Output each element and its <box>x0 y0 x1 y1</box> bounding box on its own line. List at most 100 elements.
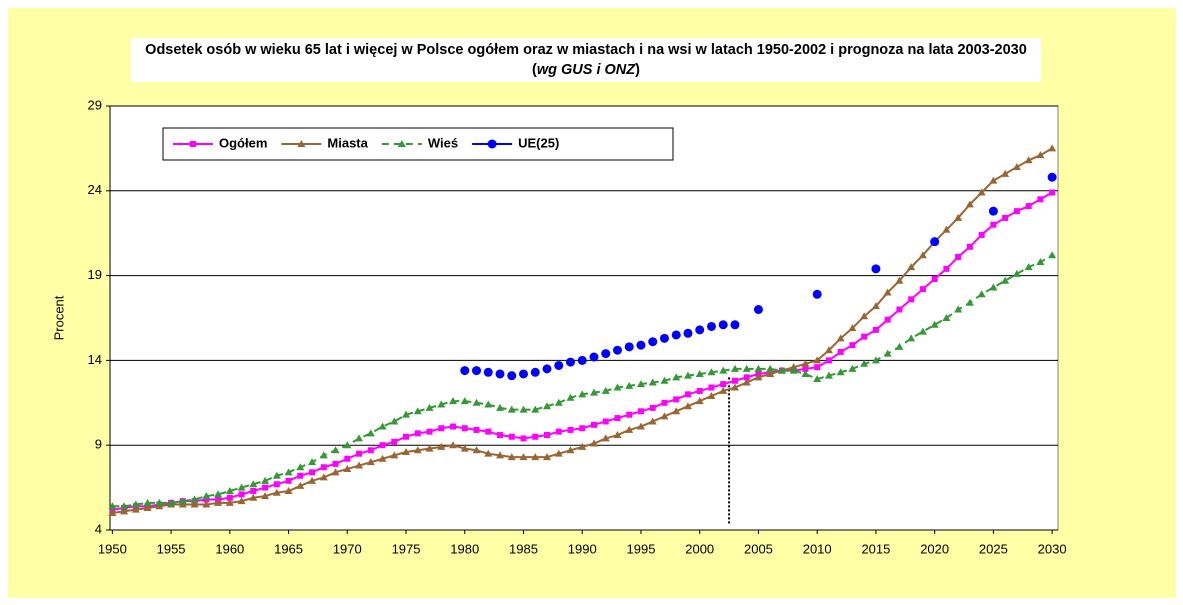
data-point <box>908 296 915 303</box>
data-point <box>648 417 657 425</box>
title-end: ) <box>635 62 640 78</box>
data-point <box>895 276 904 284</box>
legend-label: Wieś <box>428 135 458 150</box>
data-point <box>108 502 117 510</box>
data-point <box>754 364 763 372</box>
data-point <box>284 486 293 494</box>
data-point <box>977 290 986 298</box>
data-point <box>402 410 411 418</box>
data-point <box>731 377 738 384</box>
data-point <box>565 357 575 367</box>
x-tick-label: 2015 <box>861 541 890 556</box>
data-point <box>636 380 645 388</box>
x-tick-label: 1975 <box>392 541 421 556</box>
data-point <box>507 453 516 461</box>
data-point <box>1001 276 1010 284</box>
data-point <box>425 403 434 411</box>
data-point <box>626 411 633 418</box>
data-point <box>813 375 822 383</box>
data-point <box>308 476 317 484</box>
data-point <box>624 342 634 352</box>
data-point <box>708 384 715 391</box>
x-tick-label: 1970 <box>333 541 362 556</box>
data-point <box>954 213 963 221</box>
data-point <box>507 405 516 413</box>
data-point <box>990 221 997 228</box>
data-point <box>390 451 399 459</box>
data-point <box>262 484 269 491</box>
data-point <box>520 435 527 442</box>
data-point <box>577 355 587 365</box>
data-point <box>601 434 610 442</box>
data-point <box>637 408 644 415</box>
data-point <box>636 422 645 430</box>
data-point <box>426 428 433 435</box>
data-point <box>1024 263 1033 271</box>
data-point <box>671 330 681 340</box>
data-point <box>824 346 833 354</box>
data-point <box>473 426 480 433</box>
data-point <box>225 486 234 494</box>
data-point <box>449 397 458 405</box>
legend-label: Ogółem <box>219 135 267 150</box>
data-point <box>226 494 233 501</box>
data-point <box>706 321 716 331</box>
data-point <box>343 441 352 449</box>
data-point <box>566 393 575 401</box>
data-point <box>542 402 551 410</box>
data-point <box>884 316 891 323</box>
data-point <box>438 425 445 432</box>
data-point <box>273 481 280 488</box>
data-point <box>684 391 691 398</box>
data-point <box>379 442 386 449</box>
data-point <box>683 402 692 410</box>
data-point <box>930 237 940 247</box>
data-point <box>566 446 575 454</box>
data-point <box>683 371 692 379</box>
data-point <box>943 265 950 272</box>
data-point <box>860 359 869 367</box>
data-point <box>672 407 681 415</box>
data-point <box>589 439 598 447</box>
data-point <box>167 498 176 506</box>
data-point <box>542 453 551 461</box>
data-point <box>1024 156 1033 164</box>
data-point <box>601 386 610 394</box>
data-point <box>966 243 973 250</box>
data-point <box>1013 208 1020 215</box>
data-point <box>555 428 562 435</box>
data-point <box>378 422 387 430</box>
data-point <box>860 312 869 320</box>
data-point <box>190 500 199 508</box>
data-point <box>309 469 316 476</box>
data-point <box>261 476 270 484</box>
title-text: Odsetek osób w wieku 65 lat i więcej w P… <box>145 42 1027 78</box>
data-point <box>413 446 422 454</box>
data-point <box>753 305 763 315</box>
data-point <box>461 425 468 432</box>
data-point <box>661 399 668 406</box>
data-point <box>460 366 470 376</box>
data-point <box>1047 172 1057 182</box>
data-point <box>777 366 786 374</box>
data-point <box>683 328 693 338</box>
data-point <box>237 497 246 505</box>
y-tick-label: 19 <box>88 267 102 282</box>
data-point <box>718 320 728 330</box>
data-point <box>484 400 493 408</box>
data-point <box>730 320 740 330</box>
data-point <box>836 334 845 342</box>
data-point <box>249 493 258 501</box>
data-point <box>378 454 387 462</box>
data-point <box>1037 196 1044 203</box>
data-point <box>812 289 822 299</box>
data-point <box>249 480 258 488</box>
x-tick-label: 1955 <box>157 541 186 556</box>
data-point <box>825 357 832 364</box>
data-point <box>965 298 974 306</box>
data-point <box>261 492 270 500</box>
data-point <box>272 488 281 496</box>
data-point <box>766 369 775 377</box>
data-point <box>673 396 680 403</box>
data-point <box>131 505 140 513</box>
